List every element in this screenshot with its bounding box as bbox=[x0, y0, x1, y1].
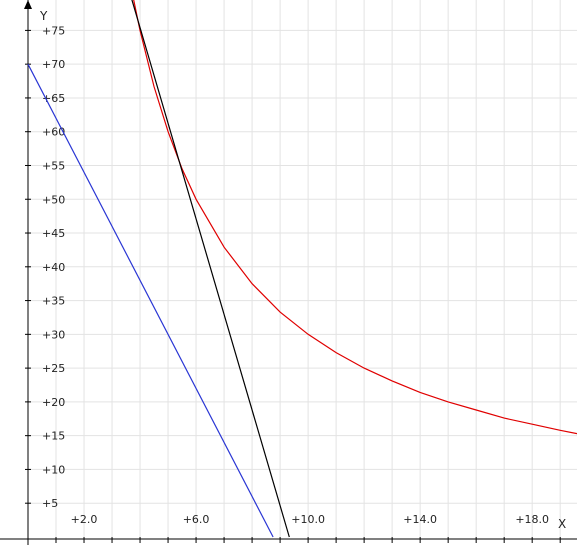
y-tick-label: +25 bbox=[42, 362, 65, 375]
y-tick-label: +70 bbox=[42, 58, 65, 71]
grid-lines bbox=[28, 0, 577, 539]
x-tick-label: +18.0 bbox=[515, 513, 549, 526]
line-blue bbox=[27, 63, 274, 538]
y-tick-label: +75 bbox=[42, 24, 65, 37]
y-tick-label: +40 bbox=[42, 261, 65, 274]
x-tick-label: +14.0 bbox=[403, 513, 437, 526]
tick-labels: +2.0 +6.0 +10.0 +14.0 +18.0 +5 +10 +15 +20 +25 +30… bbox=[42, 24, 549, 526]
tangent-line-black bbox=[131, 0, 290, 538]
y-tick-label: +5 bbox=[42, 497, 58, 510]
y-tick-label: +35 bbox=[42, 295, 65, 308]
curve-red bbox=[133, 0, 577, 435]
x-tick-label: +2.0 bbox=[71, 513, 98, 526]
series-lines bbox=[27, 0, 577, 538]
y-axis-label: Y bbox=[39, 9, 48, 23]
y-tick-label: +55 bbox=[42, 159, 65, 172]
y-tick-label: +60 bbox=[42, 126, 65, 139]
x-tick-label: +10.0 bbox=[291, 513, 325, 526]
x-axis-label: X bbox=[558, 517, 566, 531]
x-tick-label: +6.0 bbox=[183, 513, 210, 526]
y-tick-label: +10 bbox=[42, 463, 65, 476]
y-tick-label: +20 bbox=[42, 396, 65, 409]
y-axis-arrow bbox=[24, 0, 32, 9]
y-tick-label: +30 bbox=[42, 328, 65, 341]
y-tick-label: +50 bbox=[42, 193, 65, 206]
y-tick-label: +45 bbox=[42, 227, 65, 240]
y-tick-label: +15 bbox=[42, 430, 65, 443]
